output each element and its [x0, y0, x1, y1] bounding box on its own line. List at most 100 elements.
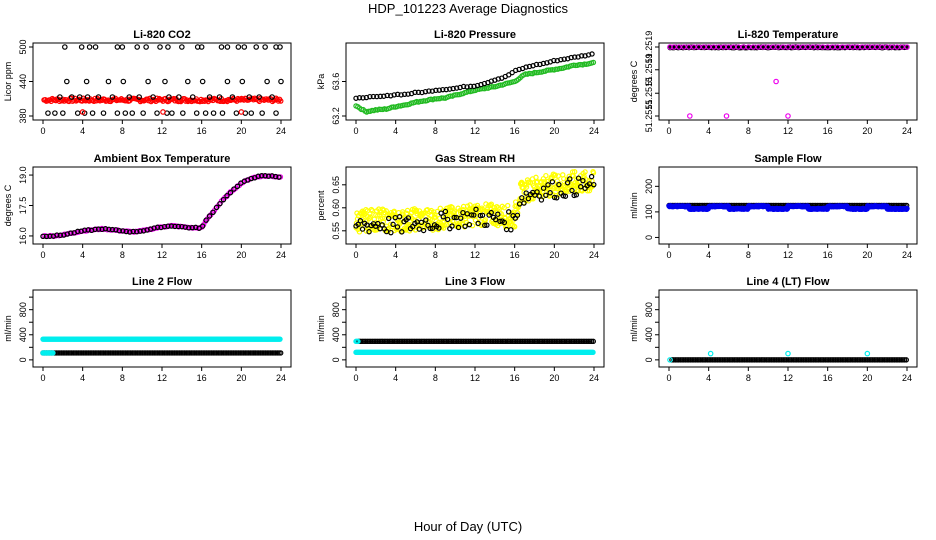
data-series	[40, 350, 56, 356]
data-point	[74, 110, 81, 116]
chart-title: Line 3 Flow	[445, 276, 505, 288]
data-point	[57, 94, 63, 100]
data-point	[505, 202, 511, 209]
data-point	[356, 95, 363, 101]
data-series	[353, 51, 595, 101]
data-point	[538, 197, 545, 203]
data-point	[488, 201, 495, 207]
data-point	[569, 187, 575, 194]
data-point	[508, 227, 514, 233]
chart-title: Li-820 Temperature	[738, 29, 839, 41]
data-series	[353, 173, 597, 236]
data-series	[353, 349, 596, 356]
data-point	[357, 217, 364, 224]
data-point	[262, 173, 268, 179]
data-point	[396, 214, 403, 220]
x-tick-label: 4	[80, 373, 85, 383]
x-tick-label: 0	[666, 126, 671, 136]
data-point	[427, 225, 433, 232]
x-tick-label: 0	[353, 373, 358, 383]
data-point	[589, 51, 595, 57]
data-point	[586, 187, 593, 194]
data-point	[272, 173, 279, 180]
data-point	[511, 224, 518, 230]
data-point	[484, 222, 490, 228]
data-point	[482, 217, 489, 223]
data-point	[269, 173, 275, 179]
x-tick-label: 4	[706, 126, 711, 136]
data-point	[390, 221, 396, 228]
data-point	[235, 44, 242, 50]
data-point	[578, 53, 585, 59]
x-tick-label: 0	[40, 250, 45, 260]
data-point	[590, 338, 597, 345]
data-point	[176, 94, 182, 100]
data-point	[165, 223, 171, 229]
x-tick-label: 20	[862, 373, 872, 383]
x-tick-label: 12	[783, 250, 793, 260]
data-point	[455, 224, 462, 231]
data-point	[519, 195, 525, 201]
data-point	[219, 110, 226, 116]
data-point	[442, 208, 449, 215]
data-point	[231, 186, 237, 192]
x-tick-label: 16	[197, 126, 207, 136]
x-tick-label: 12	[157, 373, 167, 383]
data-point	[482, 222, 488, 229]
data-point	[199, 78, 206, 85]
data-point	[582, 169, 588, 175]
plot-frame	[658, 42, 918, 121]
data-point	[134, 44, 141, 50]
data-point	[394, 91, 401, 98]
x-tick-label: 24	[276, 250, 286, 260]
data-point	[202, 110, 209, 116]
data-point	[241, 44, 248, 50]
data-point	[391, 208, 397, 215]
plot-frame	[32, 42, 292, 121]
data-point	[248, 110, 255, 116]
data-point	[81, 227, 88, 233]
x-tick-label: 16	[823, 250, 833, 260]
y-axis-label: ml/min	[316, 315, 326, 342]
data-point	[453, 92, 459, 98]
y-tick-label: 800	[18, 302, 28, 317]
data-point	[161, 223, 168, 230]
data-point	[106, 226, 112, 233]
y-tick-label: 19.0	[18, 166, 28, 184]
data-point	[189, 224, 195, 231]
data-point	[265, 173, 272, 179]
x-tick-label: 0	[40, 126, 45, 136]
data-point	[119, 44, 126, 50]
data-point	[40, 233, 46, 240]
data-point	[904, 205, 910, 212]
data-point	[369, 207, 376, 214]
data-point	[398, 92, 404, 98]
data-point	[68, 94, 75, 100]
data-point	[904, 44, 910, 50]
data-point	[166, 94, 172, 100]
x-tick-label: 16	[197, 250, 207, 260]
y-tick-label: 16.0	[18, 227, 28, 245]
data-point	[399, 229, 405, 235]
data-point	[723, 113, 730, 119]
data-point	[52, 110, 58, 116]
data-point	[564, 180, 571, 186]
y-axis-label: degrees C	[3, 184, 13, 226]
x-tick-label: 0	[353, 250, 358, 260]
data-point	[248, 175, 254, 182]
x-tick-label: 8	[746, 126, 751, 136]
y-axis-label: percent	[316, 190, 326, 221]
data-point	[137, 228, 143, 234]
data-point	[667, 357, 673, 363]
x-tick-label: 20	[236, 373, 246, 383]
data-point	[83, 78, 90, 85]
data-point	[102, 226, 109, 232]
x-tick-label: 8	[120, 373, 125, 383]
data-point	[45, 110, 51, 116]
x-tick-label: 12	[157, 250, 167, 260]
data-point	[233, 110, 240, 116]
data-point	[567, 176, 573, 182]
y-tick-label: 200	[644, 179, 654, 194]
data-series	[666, 203, 910, 213]
